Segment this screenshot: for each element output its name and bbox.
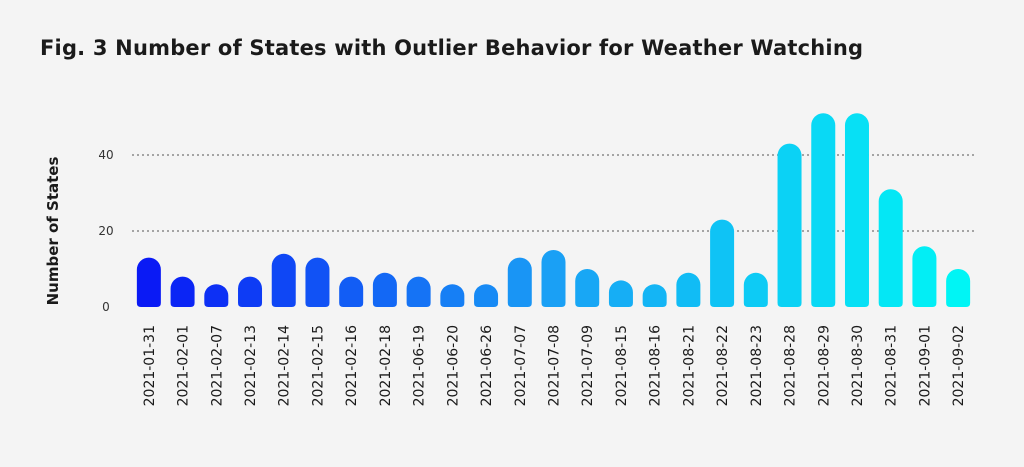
- bar-2021-07-08: [541, 250, 566, 307]
- y-axis-ticks: 0 20 40: [98, 148, 113, 314]
- bar-2021-02-18: [372, 272, 397, 307]
- bar-2021-02-01: [170, 276, 195, 307]
- x-tick-label: 2021-08-29: [816, 325, 832, 406]
- bar-2021-02-13: [238, 276, 263, 307]
- y-tick-label: 0: [102, 300, 110, 314]
- x-tick-label: 2021-07-07: [513, 325, 529, 406]
- x-tick-label: 2021-02-01: [176, 325, 192, 406]
- x-tick-label: 2021-09-02: [951, 325, 967, 406]
- x-tick-label: 2021-08-23: [749, 325, 765, 406]
- bar-2021-09-01: [912, 246, 937, 307]
- x-tick-label: 2021-06-26: [479, 325, 495, 406]
- bar-2021-06-26: [474, 284, 499, 307]
- bar-2021-02-15: [305, 257, 330, 307]
- x-tick-label: 2021-08-22: [715, 325, 731, 406]
- grid-lines: [132, 154, 975, 232]
- x-tick-label: 2021-08-16: [648, 325, 664, 406]
- bar-2021-01-31: [136, 257, 161, 307]
- x-tick-label: 2021-06-19: [412, 325, 428, 406]
- x-axis-ticks: 2021-01-31 2021-02-01 2021-02-07 2021-02-13…: [142, 325, 967, 406]
- x-tick-label: 2021-08-21: [681, 325, 697, 406]
- x-tick-label: 2021-02-18: [378, 325, 394, 406]
- bar-2021-02-14: [271, 253, 296, 307]
- chart-title: Fig. 3 Number of States with Outlier Beh…: [40, 36, 864, 60]
- x-tick-label: 2021-07-09: [580, 325, 596, 406]
- bar-2021-08-28: [777, 143, 802, 307]
- bar-2021-08-30: [844, 113, 869, 307]
- x-tick-label: 2021-02-15: [310, 325, 326, 406]
- x-tick-label: 2021-08-28: [783, 325, 799, 406]
- bar-2021-07-09: [575, 269, 600, 307]
- bar-2021-08-22: [710, 219, 735, 307]
- bar-2021-06-20: [440, 284, 465, 307]
- bar-2021-02-16: [339, 276, 364, 307]
- x-tick-label: 2021-02-13: [243, 325, 259, 406]
- bar-2021-08-23: [743, 272, 768, 307]
- bars: [136, 113, 971, 307]
- x-tick-label: 2021-02-07: [209, 325, 225, 406]
- bar-2021-08-31: [878, 189, 903, 307]
- x-tick-label: 2021-08-15: [614, 325, 630, 406]
- x-tick-label: 2021-07-08: [547, 325, 563, 406]
- x-tick-label: 2021-02-14: [277, 325, 293, 406]
- bar-2021-08-16: [642, 284, 667, 307]
- x-tick-label: 2021-01-31: [142, 325, 158, 406]
- y-tick-label: 20: [98, 224, 113, 238]
- bar-2021-06-19: [406, 276, 431, 307]
- bar-2021-09-02: [946, 269, 971, 307]
- x-tick-label: 2021-02-16: [344, 325, 360, 406]
- bar-2021-08-15: [608, 280, 633, 307]
- x-tick-label: 2021-06-20: [445, 325, 461, 406]
- bar-2021-02-07: [204, 284, 229, 307]
- bar-2021-07-07: [507, 257, 532, 307]
- y-tick-label: 40: [98, 148, 113, 162]
- x-tick-label: 2021-09-01: [917, 325, 933, 406]
- x-tick-label: 2021-08-31: [884, 325, 900, 406]
- x-tick-label: 2021-08-30: [850, 325, 866, 406]
- y-axis-label: Number of States: [44, 157, 62, 306]
- bar-2021-08-29: [811, 113, 836, 307]
- bar-2021-08-21: [676, 272, 701, 307]
